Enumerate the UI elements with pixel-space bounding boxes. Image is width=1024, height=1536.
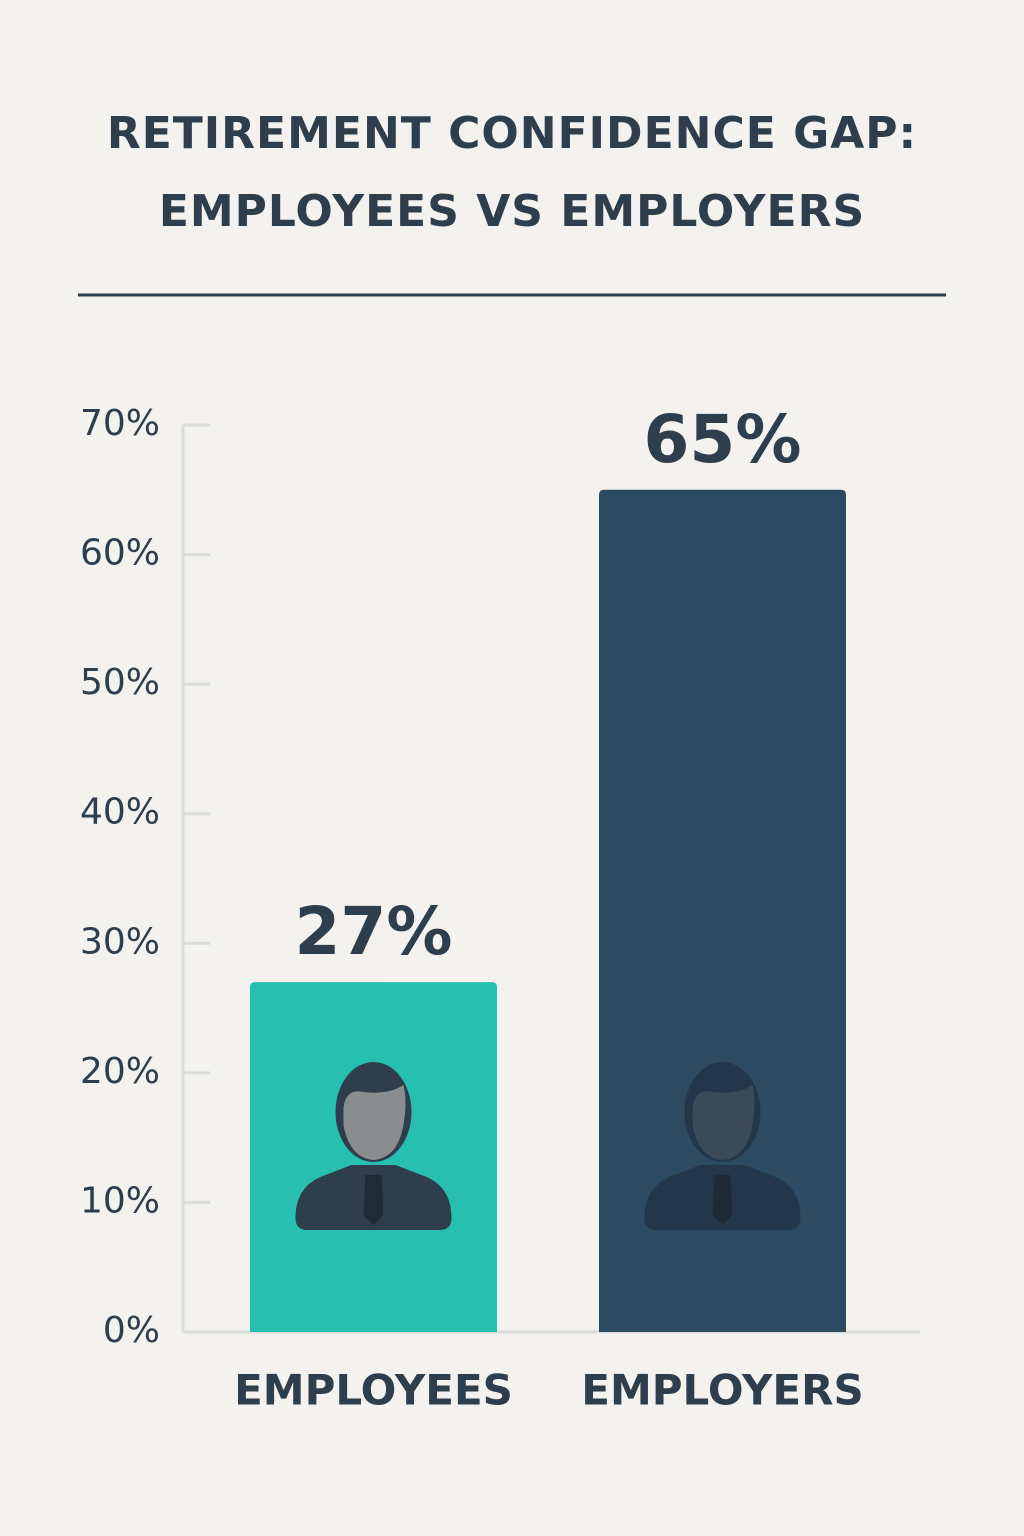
value-label: 65% — [644, 401, 802, 478]
y-tick-label: 70% — [80, 403, 160, 444]
icon-face — [343, 1085, 406, 1160]
y-tick-label: 10% — [80, 1180, 160, 1221]
x-tick-label: EMPLOYEES — [234, 1366, 513, 1415]
y-tick-label: 30% — [80, 921, 160, 962]
y-tick-label: 40% — [80, 792, 160, 833]
icon-face — [692, 1085, 755, 1160]
y-tick-label: 50% — [80, 662, 160, 703]
chart-title: RETIREMENT CONFIDENCE GAP: EMPLOYEES VS … — [106, 108, 918, 237]
value-label: 27% — [295, 893, 453, 970]
person-icon — [644, 1062, 801, 1230]
icon-tie — [712, 1175, 733, 1225]
y-tick-label: 0% — [103, 1310, 160, 1351]
y-tick-label: 20% — [80, 1051, 160, 1092]
y-tick-label: 60% — [80, 533, 160, 574]
icon-tie — [363, 1175, 384, 1225]
bar — [599, 489, 846, 1332]
x-tick-label: EMPLOYERS — [581, 1366, 863, 1415]
person-icon — [295, 1062, 452, 1230]
